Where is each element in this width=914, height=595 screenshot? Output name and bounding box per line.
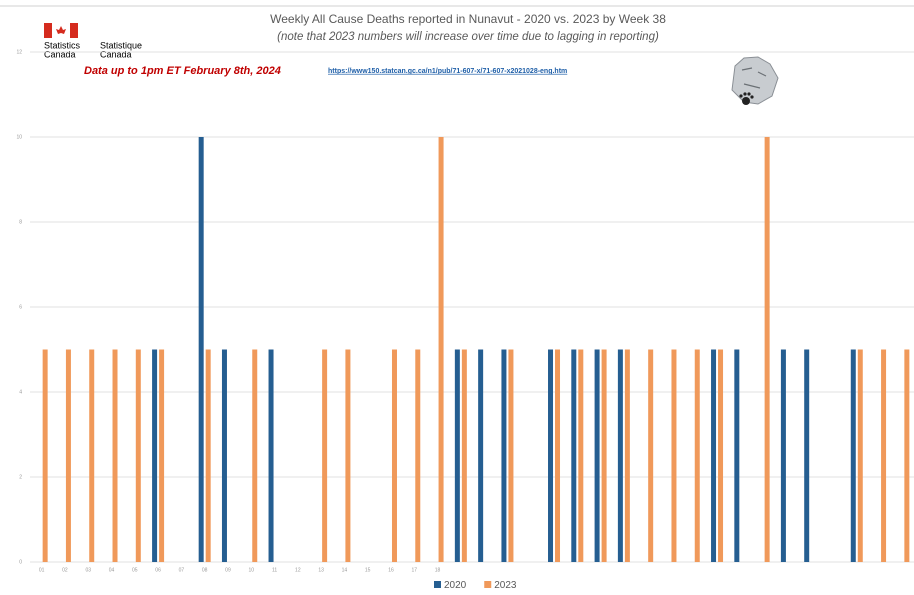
bar: [42, 349, 48, 562]
x-tick-label: 02: [62, 567, 68, 573]
bar: [322, 349, 328, 562]
bar: [438, 137, 444, 562]
bar: [415, 349, 421, 562]
bar: [205, 349, 211, 562]
legend-label: 2020: [444, 580, 467, 590]
bar: [881, 349, 887, 562]
bar: [734, 349, 740, 562]
bar: [624, 349, 630, 562]
bar: [904, 349, 910, 562]
y-tick-label: 10: [16, 134, 22, 140]
x-tick-label: 14: [342, 567, 348, 573]
source-link[interactable]: https://www150.statcan.gc.ca/n1/pub/71-6…: [328, 68, 567, 75]
x-tick-label: 06: [155, 567, 161, 573]
x-tick-label: 04: [109, 567, 115, 573]
bar: [268, 349, 274, 562]
y-tick-label: 6: [19, 304, 22, 310]
bar: [578, 349, 584, 562]
x-tick-label: 07: [179, 567, 185, 573]
logo-text: Statistique: [100, 40, 142, 50]
x-tick-label: 11: [272, 567, 277, 573]
bar: [804, 349, 810, 562]
x-tick-label: 12: [295, 567, 301, 573]
x-tick-label: 15: [365, 567, 371, 573]
bar: [112, 349, 118, 562]
bar: [548, 349, 554, 562]
y-tick-label: 0: [19, 559, 22, 565]
bar: [711, 349, 717, 562]
bar: [857, 349, 863, 562]
bar: [571, 349, 577, 562]
annotation: Data up to 1pm ET February 8th, 2024: [84, 65, 281, 77]
wolf-icon: [731, 56, 779, 105]
bar: [594, 349, 600, 562]
bar: [508, 349, 514, 562]
x-tick-label: 09: [225, 567, 231, 573]
x-tick-label: 13: [318, 567, 324, 573]
bar: [65, 349, 71, 562]
chart-title: Weekly All Cause Deaths reported in Nuna…: [270, 12, 666, 26]
bar: [648, 349, 654, 562]
bar: [252, 349, 258, 562]
x-tick-label: 16: [388, 567, 394, 573]
bar: [391, 349, 397, 562]
bar: [461, 349, 467, 562]
chart-subtitle: (note that 2023 numbers will increase ov…: [277, 31, 659, 43]
bar: [601, 349, 607, 562]
bar: [671, 349, 677, 562]
x-tick-label: 03: [85, 567, 91, 573]
bar: [221, 349, 227, 562]
y-tick-label: 2: [19, 474, 22, 480]
bar: [478, 349, 484, 562]
y-tick-label: 12: [16, 49, 22, 55]
bar: [850, 349, 856, 562]
legend-label: 2023: [494, 580, 517, 590]
logo-text: Canada: [100, 49, 132, 59]
x-tick-label: 10: [248, 567, 254, 573]
bar: [617, 349, 623, 562]
flag: [44, 23, 78, 38]
bar: [135, 349, 141, 562]
logo-text: Statistics: [44, 40, 81, 50]
legend-swatch: [434, 581, 441, 588]
x-tick-label: 08: [202, 567, 208, 573]
bar: [345, 349, 351, 562]
bar: [718, 349, 724, 562]
logo-text: Canada: [44, 49, 76, 59]
bar: [454, 349, 460, 562]
bar: [89, 349, 95, 562]
bar: [198, 137, 204, 562]
y-tick-label: 8: [19, 219, 22, 225]
x-tick-label: 05: [132, 567, 138, 573]
bar: [694, 349, 700, 562]
x-tick-label: 18: [435, 567, 441, 573]
bar: [501, 349, 507, 562]
y-tick-label: 4: [19, 389, 22, 395]
legend-swatch: [484, 581, 492, 588]
bar: [555, 349, 561, 562]
bar: [780, 349, 786, 562]
bar: [159, 349, 165, 562]
bar: [152, 349, 158, 562]
x-tick-label: 01: [39, 567, 45, 573]
bar: [764, 137, 770, 562]
x-tick-label: 17: [411, 567, 417, 573]
